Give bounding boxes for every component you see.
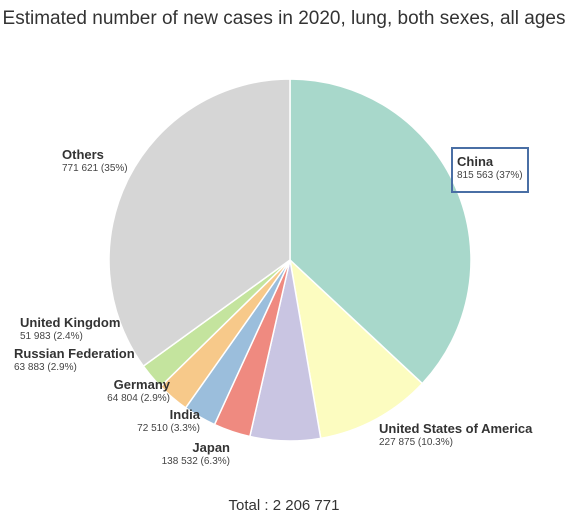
slice-value: 138 532 (6.3%): [161, 456, 230, 467]
slice-label-india: India 72 510 (3.3%): [100, 408, 200, 436]
pie-slice-china: [289, 78, 472, 385]
slice-name: Others: [62, 147, 104, 162]
slice-value: 227 875 (10.3%): [379, 437, 453, 448]
slice-name: Germany: [113, 377, 170, 392]
pie-slice-others: [108, 78, 291, 368]
slice-label-china: China 815 563 (37%): [451, 147, 529, 193]
chart-title: Estimated number of new cases in 2020, l…: [2, 8, 566, 29]
slice-name: Japan: [192, 440, 230, 455]
slice-value: 771 621 (35%): [62, 163, 128, 174]
pie-slice-united-states-of-america: [288, 257, 424, 440]
slice-label-united-kingdom: United Kingdom 51 983 (2.4%): [20, 316, 120, 344]
slice-label-united-states: United States of America 227 875 (10.3%): [379, 422, 532, 450]
slice-value: 72 510 (3.3%): [137, 423, 200, 434]
slice-name: Russian Federation: [14, 346, 135, 361]
slice-label-others: Others 771 621 (35%): [62, 148, 128, 176]
slice-value: 51 983 (2.4%): [20, 331, 83, 342]
slice-value: 63 883 (2.9%): [14, 362, 77, 373]
slice-name: India: [169, 407, 200, 422]
slice-name: United States of America: [379, 421, 533, 436]
slice-value: 815 563 (37%): [457, 170, 523, 181]
total-label: Total : 2 206 771: [228, 497, 340, 514]
slice-value: 64 804 (2.9%): [107, 393, 170, 404]
slice-name: China: [457, 154, 494, 169]
slice-name: United Kingdom: [20, 315, 121, 330]
slice-label-russian-federation: Russian Federation 63 883 (2.9%): [14, 347, 135, 375]
slice-label-japan: Japan 138 532 (6.3%): [150, 441, 230, 469]
slice-label-germany: Germany 64 804 (2.9%): [60, 378, 170, 406]
